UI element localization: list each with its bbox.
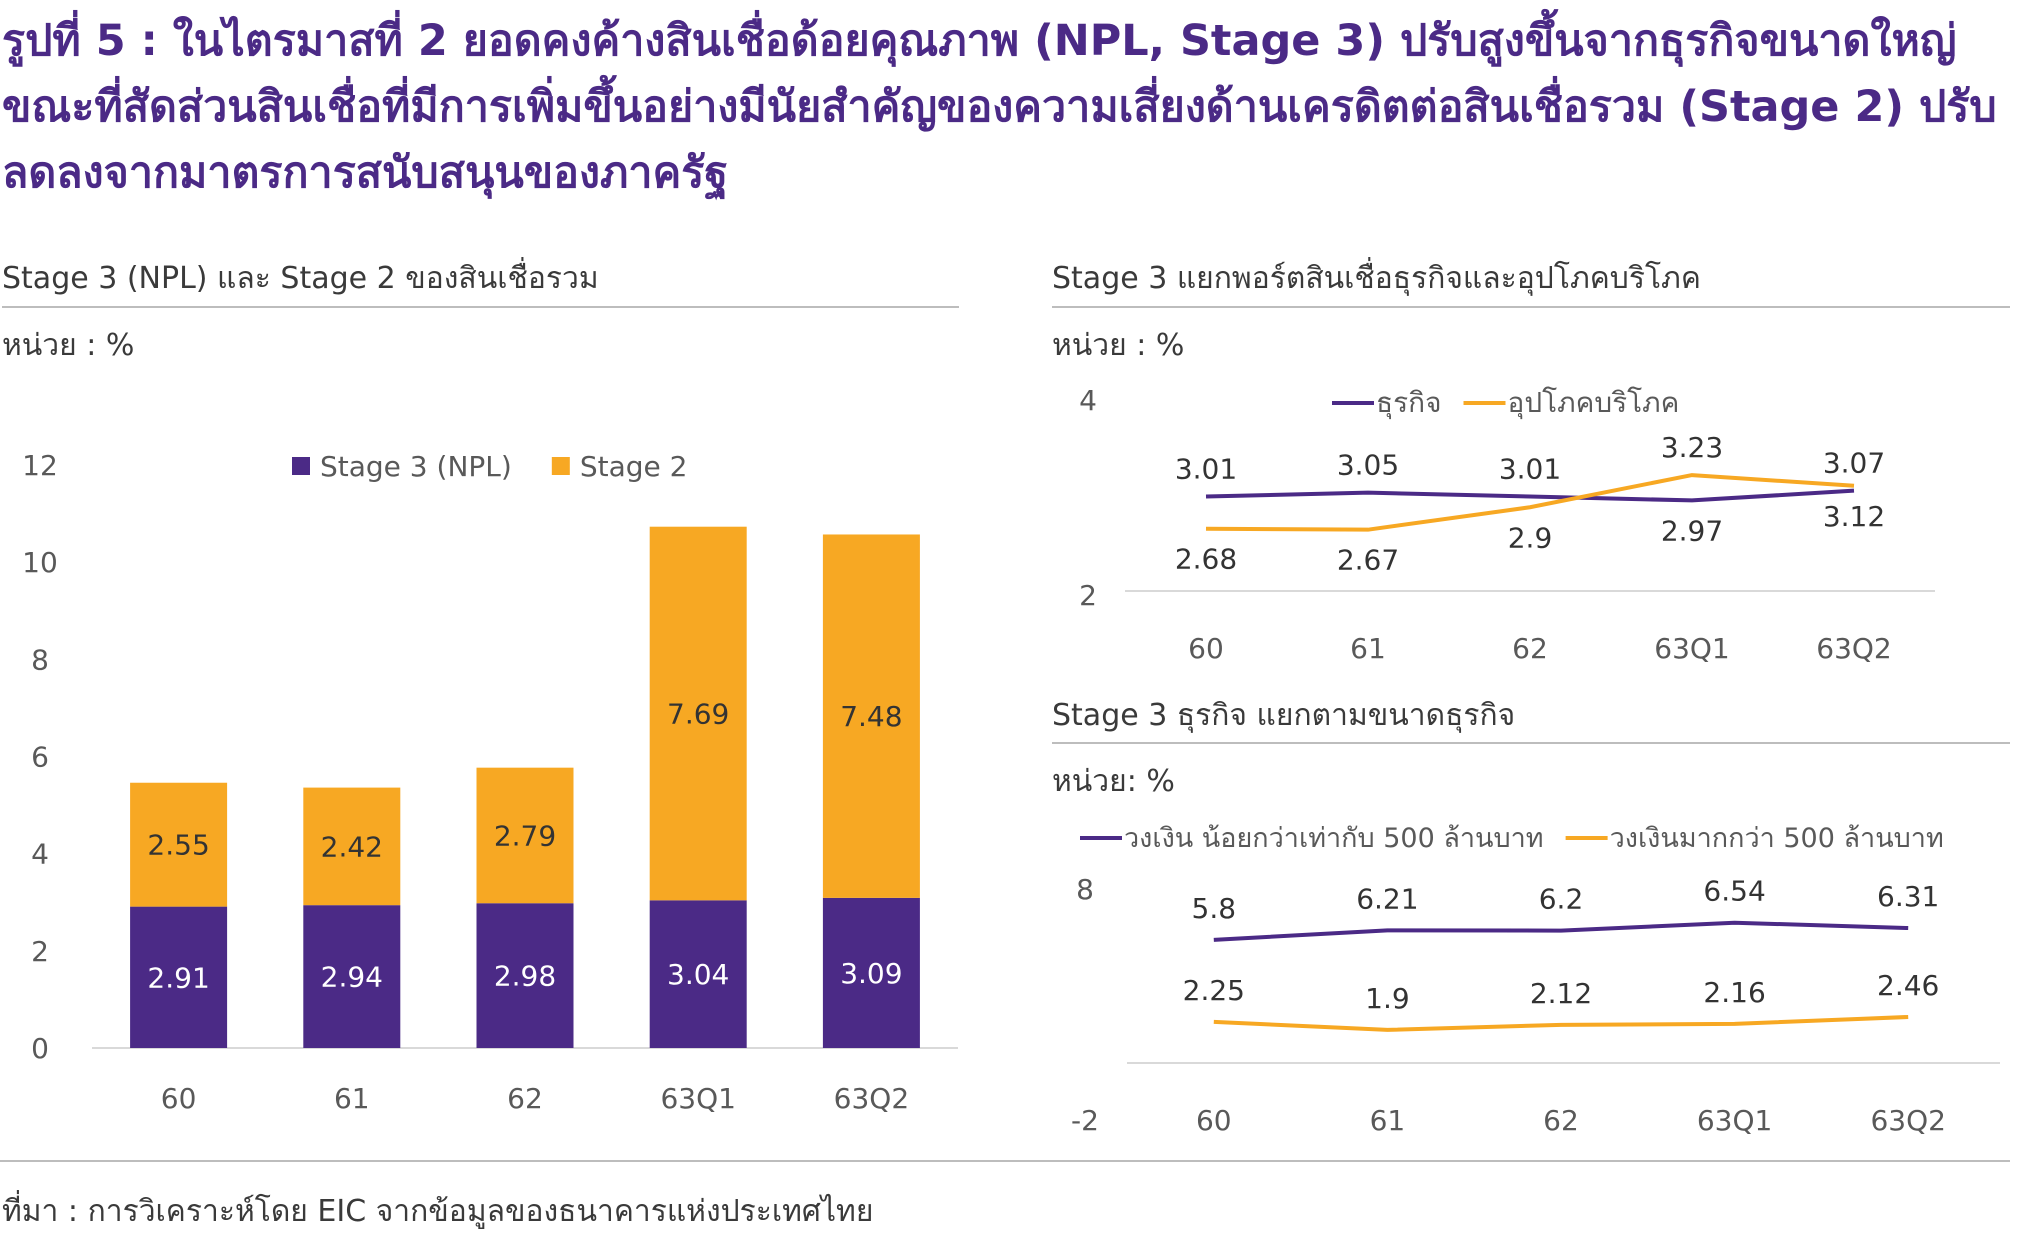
chart2-title: Stage 3 แยกพอร์ตสินเชื่อธุรกิจและอุปโภคบ…: [1052, 261, 1701, 296]
bar-segment: [130, 906, 228, 1048]
chart3-line-chart: -2 8 60 61 62 63Q1 63Q2 5.8 6.21 6.2 6.54 6.31 2.25 1…: [1071, 823, 2000, 1137]
chart3-unit: หน่วย: %: [1052, 764, 1175, 799]
series-line: [1213, 1014, 1909, 1032]
legend-label: วงเงินมากกว่า 500 ล้านบาท: [1610, 823, 1944, 854]
legend-label: อุปโภคบริโภค: [1508, 386, 1680, 420]
data-label: 3.05: [1337, 449, 1399, 482]
data-label: 7.69: [667, 698, 729, 731]
data-label: 2.55: [147, 829, 209, 862]
bar-segment: [822, 897, 920, 1048]
chart1-title-divider: [2, 306, 959, 308]
legend-swatch: [292, 457, 310, 475]
data-label: 2.91: [147, 961, 209, 994]
data-label: 3.23: [1661, 431, 1723, 464]
x-tick-label: 61: [1370, 1104, 1406, 1137]
y-tick-label: 4: [31, 838, 49, 871]
data-label: 6.54: [1703, 875, 1765, 908]
data-label: 2.98: [494, 960, 556, 993]
x-tick-label: 61: [1350, 632, 1386, 665]
data-label: 2.12: [1530, 977, 1592, 1010]
data-label: 2.67: [1337, 544, 1399, 577]
y-tick-label: 10: [22, 546, 58, 579]
x-tick-label: 60: [161, 1082, 197, 1115]
x-tick-label: 62: [1543, 1104, 1579, 1137]
data-label: 2.94: [321, 961, 383, 994]
data-label: 6.31: [1877, 880, 1939, 913]
y-tick-label: 2: [1079, 579, 1097, 612]
x-tick-label: 63Q2: [1816, 632, 1891, 665]
y-tick-label: 8: [31, 643, 49, 676]
y-tick-label: 0: [31, 1032, 49, 1065]
bar-segment: [822, 534, 920, 898]
bar-segment: [303, 787, 401, 906]
bar-segment: [649, 526, 747, 901]
data-label: 3.12: [1823, 500, 1885, 533]
data-label: 6.21: [1356, 882, 1418, 915]
bar-segment: [130, 782, 228, 907]
chart1-title: Stage 3 (NPL) และ Stage 2 ของสินเชื่อรวม: [2, 261, 599, 296]
x-tick-label: 60: [1196, 1104, 1232, 1137]
x-tick-label: 63Q2: [834, 1082, 909, 1115]
y-tick-label: 8: [1076, 873, 1094, 906]
chart1-unit: หน่วย : %: [2, 328, 135, 363]
x-tick-label: 62: [507, 1082, 543, 1115]
data-label: 1.9: [1365, 982, 1410, 1015]
chart2-title-divider: [1052, 306, 2010, 308]
figure-title: รูปที่ 5 : ในไตรมาสที่ 2 ยอดคงค้างสินเชื…: [2, 16, 1997, 198]
chart3-title: Stage 3 ธุรกิจ แยกตามขนาดธุรกิจ: [1052, 698, 1516, 733]
x-tick-label: 63Q1: [660, 1082, 735, 1115]
data-label: 3.01: [1499, 453, 1561, 486]
chart2-unit: หน่วย : %: [1052, 328, 1185, 363]
data-label: 2.42: [321, 830, 383, 863]
series-line: [1205, 473, 1855, 532]
source-note: ที่มา : การวิเคราะห์โดย EIC จากข้อมูลของ…: [2, 1194, 874, 1229]
data-label: 7.48: [840, 700, 902, 733]
y-tick-label: 2: [31, 935, 49, 968]
x-tick-label: 63Q1: [1654, 632, 1729, 665]
data-label: 2.25: [1183, 974, 1245, 1007]
data-label: 3.01: [1175, 453, 1237, 486]
data-label: 2.68: [1175, 543, 1237, 576]
chart2-line-chart: 2 4 60 61 62 63Q1 63Q2 3.01 3.05 3.01 2.97 3.07 2.68…: [1079, 384, 1935, 665]
chart1-stacked-bar: 0 2 4 6 8 10 12 2.91 2.55 60 2.94 2.42 61 2.98 2.79 62 3…: [22, 449, 958, 1115]
data-label: 5.8: [1192, 892, 1237, 925]
legend-label: ธุรกิจ: [1376, 386, 1442, 420]
y-tick-label: -2: [1071, 1104, 1099, 1137]
data-label: 2.16: [1703, 976, 1765, 1009]
x-tick-label: 61: [334, 1082, 370, 1115]
data-label: 3.09: [840, 957, 902, 990]
legend-swatch: [551, 457, 570, 475]
bar-segment: [476, 767, 574, 904]
data-label: 2.46: [1877, 969, 1939, 1002]
data-label: 2.9: [1508, 521, 1553, 554]
data-label: 2.79: [494, 819, 556, 852]
series-line: [1213, 920, 1909, 942]
data-label: 3.07: [1823, 447, 1885, 480]
y-tick-label: 12: [22, 449, 58, 482]
data-label: 6.2: [1539, 883, 1584, 916]
bar-segment: [649, 900, 747, 1048]
legend-label: วงเงิน น้อยกว่าเท่ากับ 500 ล้านบาท: [1124, 823, 1544, 854]
data-label: 3.04: [667, 958, 729, 991]
bar-segment: [303, 905, 401, 1048]
x-tick-label: 63Q1: [1697, 1104, 1772, 1137]
series-line: [1205, 488, 1855, 503]
x-tick-label: 60: [1188, 632, 1224, 665]
y-tick-label: 4: [1079, 384, 1097, 417]
y-tick-label: 6: [31, 741, 49, 774]
x-tick-label: 63Q2: [1870, 1104, 1945, 1137]
legend-label: Stage 3 (NPL): [320, 450, 512, 483]
legend-label: Stage 2: [580, 450, 688, 483]
data-label: 2.97: [1661, 514, 1723, 547]
x-tick-label: 62: [1512, 632, 1548, 665]
bar-segment: [476, 903, 574, 1048]
footer-divider: [0, 1160, 2010, 1162]
chart3-title-divider: [1052, 742, 2010, 744]
